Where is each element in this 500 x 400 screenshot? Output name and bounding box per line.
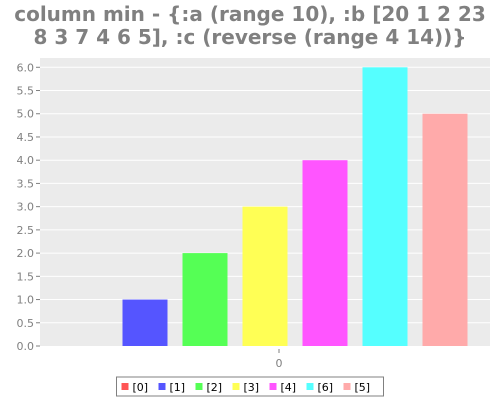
y-tick-label: 5.5: [17, 85, 35, 98]
bar-4: [302, 160, 348, 346]
legend-label: [5]: [355, 381, 371, 394]
y-tick-label: 3.5: [17, 177, 35, 190]
y-tick-label: 2.0: [17, 247, 35, 260]
legend-swatch: [121, 383, 129, 390]
legend-label: [1]: [170, 381, 186, 394]
legend-swatch: [195, 383, 203, 390]
y-axis: 0.0 0.5 1.0 1.5 2.0 2.5 3.0 3.5 4.0 4.5 5.0 5.5 6.0: [17, 61, 40, 353]
y-tick-label: 2.5: [17, 224, 35, 237]
legend-swatch: [306, 383, 314, 390]
legend-label: [0]: [133, 381, 149, 394]
bar-2: [182, 253, 228, 346]
y-tick-label: 5.0: [17, 108, 35, 121]
legend-label: [4]: [281, 381, 297, 394]
y-tick-label: 0.5: [17, 317, 35, 330]
y-tick-label: 0.0: [17, 340, 35, 353]
legend-label: [6]: [318, 381, 334, 394]
legend-label: [3]: [244, 381, 260, 394]
legend-swatch: [343, 383, 351, 390]
chart-title-line-2: 8 3 7 4 6 5], :c (reverse (range 4 14))}: [33, 25, 466, 49]
legend-swatch: [232, 383, 240, 390]
y-tick-label: 4.0: [17, 154, 35, 167]
legend-box: [116, 376, 384, 397]
legend-label: [2]: [207, 381, 223, 394]
bar-6: [362, 67, 408, 347]
legend: [0] [1] [2] [3] [4] [6] [5]: [116, 376, 384, 397]
bar-5: [422, 113, 468, 346]
legend-swatch: [158, 383, 166, 390]
y-tick-label: 4.5: [17, 131, 35, 144]
y-tick-label: 3.0: [17, 201, 35, 214]
chart-title-line-1: column min - {:a (range 10), :b [20 1 2 …: [14, 2, 486, 26]
legend-swatch: [269, 383, 277, 390]
bar-1: [122, 299, 168, 346]
y-tick-label: 6.0: [17, 61, 35, 74]
x-axis: 0: [276, 349, 283, 370]
bar-3: [242, 206, 288, 346]
bars: [122, 67, 468, 347]
y-tick-label: 1.5: [17, 270, 35, 283]
x-tick-label: 0: [276, 357, 283, 370]
y-tick-label: 1.0: [17, 294, 35, 307]
